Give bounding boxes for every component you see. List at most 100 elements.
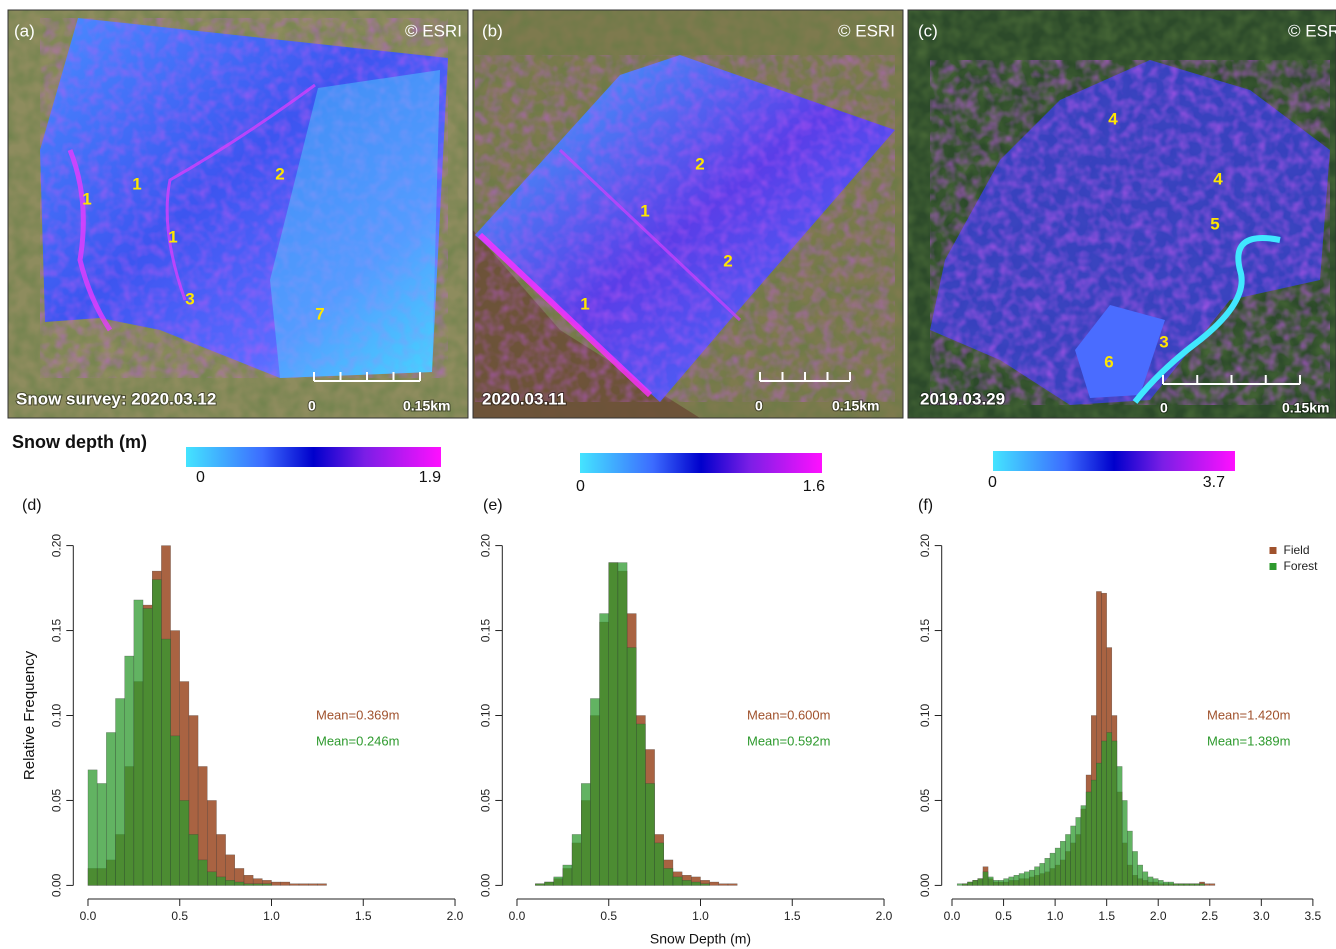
- bar: [1138, 865, 1143, 885]
- y-tick-label: 0.20: [478, 534, 492, 558]
- y-tick-label: 0.20: [918, 534, 932, 558]
- bar: [1112, 741, 1117, 885]
- bar: [627, 648, 636, 886]
- bar: [253, 884, 262, 886]
- bar: [545, 882, 554, 885]
- map-label: 1: [168, 227, 177, 246]
- bar: [1040, 863, 1045, 885]
- mean-annotation: Mean=0.600m: [747, 707, 830, 722]
- bar: [1004, 879, 1009, 886]
- bar: [1086, 792, 1091, 885]
- bar: [1148, 877, 1153, 885]
- bar: [673, 877, 682, 885]
- bar: [1205, 884, 1210, 886]
- colorbar: [186, 447, 441, 467]
- colorbar-max: 1.9: [419, 469, 441, 486]
- bar: [973, 880, 978, 885]
- bar: [1096, 763, 1101, 885]
- scale-end: 0.15km: [832, 398, 879, 414]
- y-tick-label: 0.20: [49, 534, 63, 558]
- map-label: 6: [1104, 352, 1113, 371]
- x-tick-label: 1.0: [1047, 909, 1064, 923]
- bar: [207, 872, 216, 886]
- mean-annotation: Mean=1.420m: [1207, 707, 1290, 722]
- colorbar-min: 0: [576, 478, 585, 495]
- bar: [1194, 884, 1199, 886]
- legend-swatch: [1270, 563, 1277, 570]
- map-label: 1: [580, 294, 589, 313]
- bar: [1153, 879, 1158, 886]
- colorbar-max: 1.6: [803, 478, 825, 495]
- legend-swatch: [1270, 547, 1277, 554]
- bar: [106, 732, 115, 885]
- y-tick-label: 0.10: [478, 703, 492, 727]
- bar: [1060, 841, 1065, 885]
- colorbar-min: 0: [988, 474, 997, 491]
- x-tick-label: 1.0: [692, 909, 709, 923]
- panel-label: (b): [482, 21, 503, 40]
- bar: [993, 880, 998, 885]
- bar: [1076, 817, 1081, 885]
- credit: © ESRI: [838, 21, 895, 40]
- bar: [710, 882, 719, 885]
- x-tick-label: 1.5: [784, 909, 801, 923]
- bar: [1210, 884, 1215, 886]
- bar: [1034, 867, 1039, 886]
- bar: [1158, 880, 1163, 885]
- panel-label: (d): [22, 497, 42, 514]
- bar: [226, 880, 235, 885]
- bar: [1132, 851, 1137, 885]
- bar: [1029, 870, 1034, 885]
- bar: [1014, 875, 1019, 885]
- bar: [701, 884, 710, 886]
- bar: [1174, 884, 1179, 886]
- y-axis-title: Relative Frequency: [21, 650, 38, 780]
- y-tick-label: 0.00: [478, 873, 492, 897]
- bar: [244, 884, 253, 886]
- x-tick-label: 2.0: [1150, 909, 1167, 923]
- bar: [636, 724, 645, 885]
- x-tick-label: 1.5: [355, 909, 372, 923]
- bar: [1024, 872, 1029, 886]
- y-tick-label: 0.10: [918, 703, 932, 727]
- legend-label: Forest: [1284, 559, 1319, 573]
- map-label: 2: [695, 154, 704, 173]
- bar: [535, 884, 544, 886]
- bar: [581, 783, 590, 885]
- bar: [1071, 826, 1076, 885]
- map-label: 3: [185, 289, 194, 308]
- caption: Snow survey: 2020.03.12: [16, 389, 216, 408]
- bar: [1102, 741, 1107, 885]
- x-tick-label: 1.0: [263, 909, 280, 923]
- caption: 2020.03.11: [482, 389, 566, 408]
- mean-annotation: Mean=0.592m: [747, 733, 830, 748]
- bar: [983, 872, 988, 886]
- bar: [1055, 848, 1060, 885]
- map-label: 1: [132, 174, 141, 193]
- bar: [317, 884, 326, 886]
- bar: [189, 834, 198, 885]
- figure: Snow depth (m) (a)© ESRISnow survey: 202…: [0, 0, 1336, 949]
- colorbar-min: 0: [196, 469, 205, 486]
- bar: [1081, 806, 1086, 886]
- bar: [1045, 858, 1050, 885]
- y-tick-label: 0.15: [918, 619, 932, 643]
- map-label: 4: [1108, 109, 1118, 128]
- bar: [171, 736, 180, 886]
- bar: [235, 882, 244, 885]
- bar: [216, 877, 225, 885]
- bar: [88, 770, 97, 886]
- colorbar-title: Snow depth (m): [12, 432, 147, 452]
- x-tick-label: 0.5: [171, 909, 188, 923]
- map-label: 5: [1210, 214, 1219, 233]
- scale-end: 0.15km: [1282, 400, 1329, 416]
- bar: [572, 834, 581, 885]
- x-tick-label: 0.0: [944, 909, 961, 923]
- bar: [609, 563, 618, 886]
- x-tick-label: 0.0: [509, 909, 526, 923]
- credit: © ESRI: [1288, 21, 1336, 40]
- map-c: [908, 10, 1336, 418]
- bar: [682, 880, 691, 885]
- bar: [1107, 732, 1112, 885]
- bar: [1009, 877, 1014, 885]
